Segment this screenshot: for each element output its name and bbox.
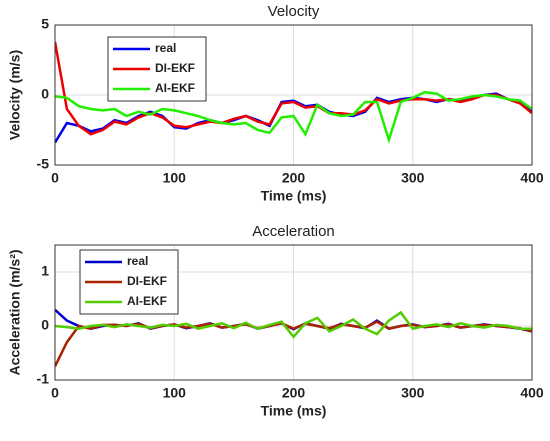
x-tick-label: 0 [51,170,59,186]
x-tick-label: 300 [401,170,425,186]
legend-label: AI-EKF [127,294,167,308]
line-series [55,310,532,339]
y-tick-label: -1 [37,371,50,387]
legend-label: DI-EKF [155,61,195,75]
y-tick-label: 0 [41,317,49,333]
x-tick-label: 200 [282,385,306,401]
chart-title: Velocity [268,3,320,20]
legend-label: DI-EKF [127,274,167,288]
y-tick-label: -5 [37,156,50,172]
axes-frame [54,24,533,166]
legend-label: real [155,41,176,55]
line-series [55,90,532,144]
x-tick-label: 200 [282,170,306,186]
y-tick-label: 1 [41,263,49,279]
x-tick-label: 300 [401,385,425,401]
x-tick-label: 0 [51,385,59,401]
x-axis-label: Time (ms) [261,188,327,204]
x-axis-label: Time (ms) [261,403,327,419]
x-tick-label: 100 [163,170,187,186]
y-axis-label: Acceleration (m/s²) [7,249,23,375]
x-tick-label: 400 [520,385,544,401]
chart-title: Acceleration [252,223,335,240]
x-tick-label: 400 [520,170,544,186]
x-tick-label: 100 [163,385,187,401]
legend-label: AI-EKF [155,81,195,95]
y-tick-label: 0 [41,86,49,102]
legend-label: real [127,254,148,268]
y-axis-label: Velocity (m/s) [7,50,23,140]
axes-frame [54,244,533,381]
y-tick-label: 5 [41,16,49,32]
